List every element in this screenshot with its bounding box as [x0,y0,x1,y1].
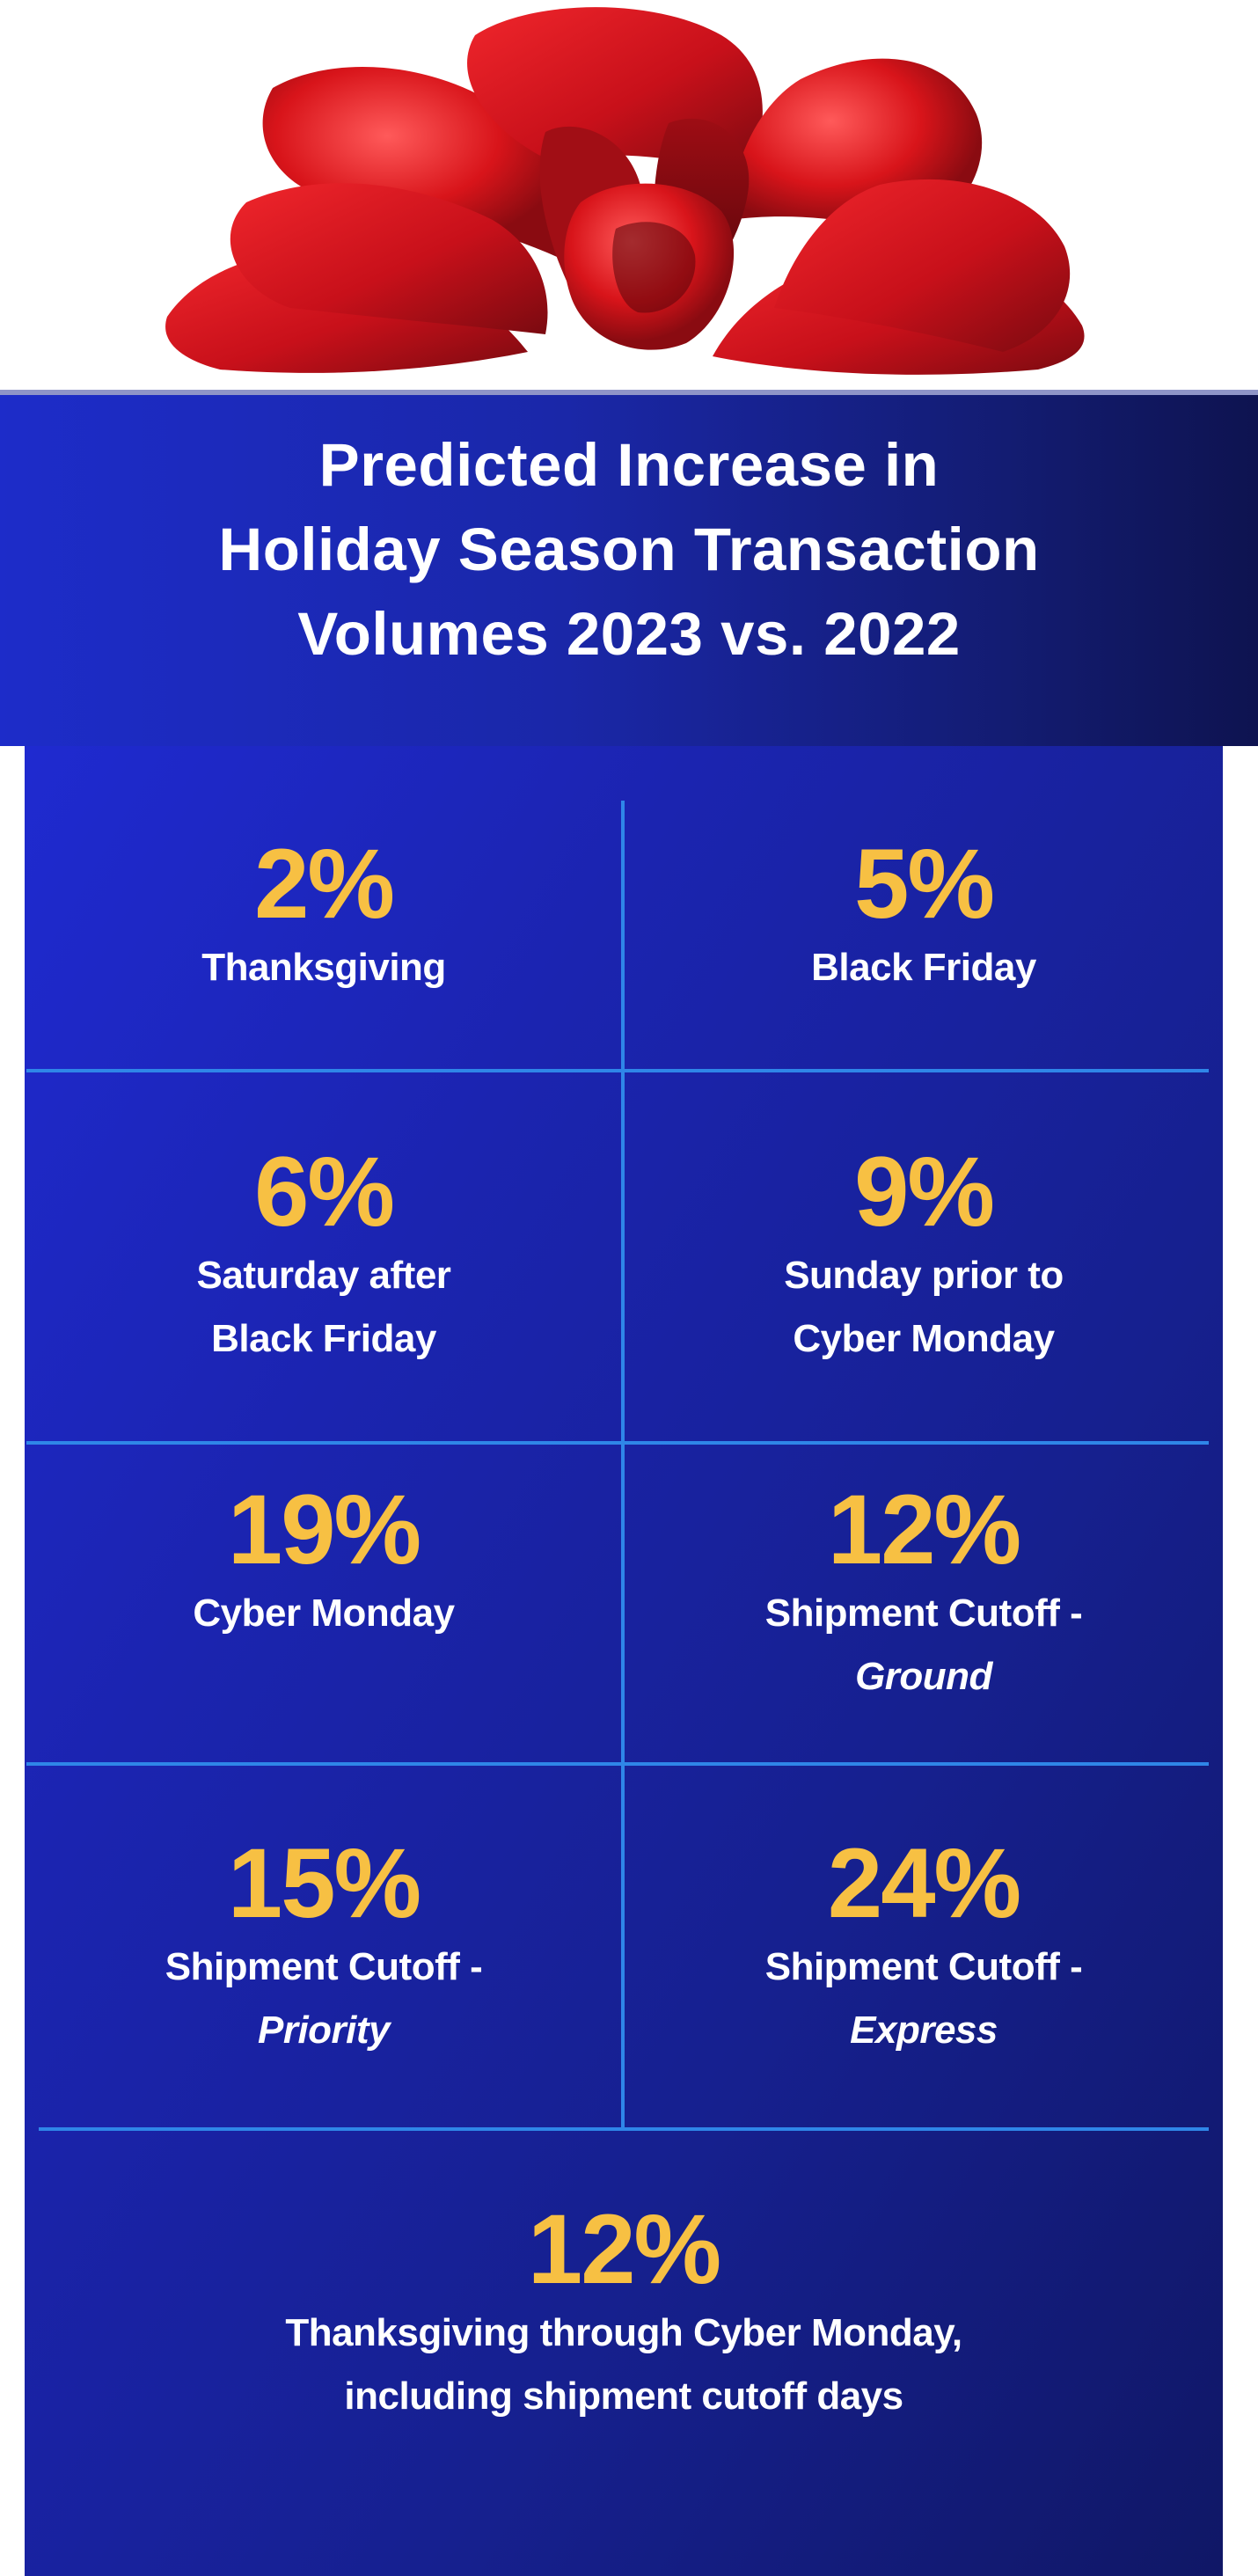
stat-label-line-2: Express [850,2009,998,2052]
stat-value: 6% [254,1137,395,1247]
stat-card-cutoff-priority: 15% Shipment Cutoff - Priority [25,1832,623,2062]
title-line-3: Volumes 2023 vs. 2022 [297,600,961,668]
total-label-line-2: including shipment cutoff days [344,2375,903,2418]
stat-label: Black Friday [811,946,1036,989]
stat-card-cyber-monday: 19% Cyber Monday [25,1478,623,1645]
stat-label-line-1: Shipment Cutoff - [165,1945,483,1988]
page-title: Predicted Increase in Holiday Season Tra… [88,423,1170,677]
stat-value: 2% [254,829,395,939]
stat-label-line-1: Saturday after [196,1254,451,1297]
stat-label-line-2: Cyber Monday [793,1317,1055,1360]
stat-card-thanksgiving: 2% Thanksgiving [25,832,623,999]
stat-value: 19% [227,1475,421,1584]
stats-panel: 2% Thanksgiving 5% Black Friday 6% Satur… [25,746,1223,2576]
row-divider-3 [26,1762,1209,1766]
stat-label: Cyber Monday [193,1592,455,1635]
total-value: 12% [527,2194,721,2304]
title-line-1: Predicted Increase in [318,431,940,499]
stat-value: 15% [227,1828,421,1938]
stat-label-line-1: Sunday prior to [784,1254,1064,1297]
stat-label-line-2: Ground [855,1655,992,1698]
stat-card-total: 12% Thanksgiving through Cyber Monday, i… [25,2198,1223,2428]
stat-label-line-1: Shipment Cutoff - [764,1945,1083,1988]
stat-value: 24% [827,1828,1021,1938]
title-banner: Predicted Increase in Holiday Season Tra… [0,390,1258,746]
stat-card-sunday: 9% Sunday prior to Cyber Monday [625,1140,1223,1371]
stat-card-cutoff-express: 24% Shipment Cutoff - Express [625,1832,1223,2062]
row-divider-4 [39,2127,1209,2131]
stat-label-line-2: Black Friday [211,1317,436,1360]
stat-value: 9% [854,1137,995,1247]
title-line-2: Holiday Season Transaction [218,516,1040,583]
column-divider [621,801,625,2127]
stat-label-line-2: Priority [257,2009,391,2052]
stat-label-line-1: Shipment Cutoff - [764,1592,1083,1635]
stat-card-cutoff-ground: 12% Shipment Cutoff - Ground [625,1478,1223,1709]
stat-value: 12% [827,1475,1021,1584]
total-label-line-1: Thanksgiving through Cyber Monday, [285,2311,962,2354]
stat-value: 5% [854,829,995,939]
stat-card-saturday: 6% Saturday after Black Friday [25,1140,623,1371]
stat-label: Thanksgiving [201,946,446,989]
stat-card-black-friday: 5% Black Friday [625,832,1223,999]
row-divider-2 [26,1441,1209,1445]
row-divider-1 [26,1069,1209,1072]
gift-bow-icon [165,7,1085,375]
